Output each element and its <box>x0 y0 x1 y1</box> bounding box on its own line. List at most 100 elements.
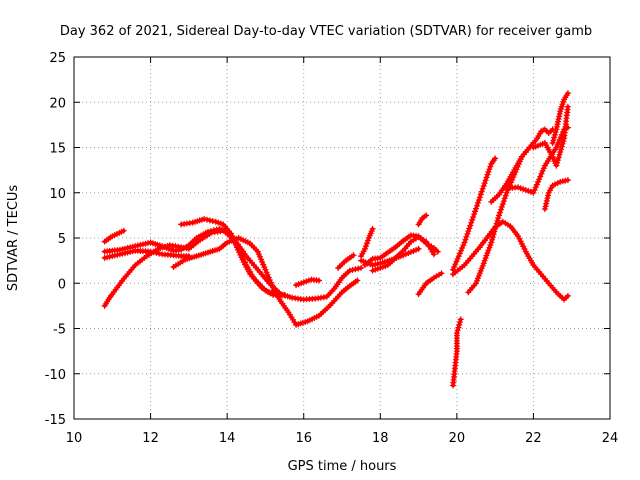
data-point <box>456 321 463 328</box>
data-point <box>482 177 489 184</box>
data-point <box>515 184 522 191</box>
series-track-s <box>488 140 537 205</box>
data-point <box>502 192 509 199</box>
y-tick-label: -10 <box>45 368 66 383</box>
data-point <box>551 131 558 138</box>
y-tick-label: 25 <box>49 51 66 66</box>
data-point <box>541 206 548 212</box>
data-point <box>492 223 499 230</box>
series-track-f <box>170 235 361 328</box>
data-point <box>438 270 445 277</box>
data-point <box>530 189 537 196</box>
data-point <box>501 195 508 202</box>
data-point <box>558 143 565 150</box>
data-point <box>560 138 567 145</box>
data-point <box>525 187 532 194</box>
data-point <box>456 250 463 257</box>
data-point <box>553 162 560 169</box>
series-track-l <box>358 245 422 269</box>
data-point <box>479 185 486 192</box>
data-point <box>554 157 561 164</box>
data-point <box>564 103 571 110</box>
data-point <box>537 173 544 180</box>
x-tick-label: 18 <box>372 431 389 446</box>
data-point <box>240 256 247 263</box>
data-point <box>120 227 127 234</box>
data-point <box>473 205 479 212</box>
data-point <box>358 264 365 271</box>
series-track-d <box>101 247 192 261</box>
data-point <box>495 215 502 222</box>
data-point <box>235 245 242 252</box>
data-point <box>349 266 356 273</box>
data-point <box>483 174 490 181</box>
data-point <box>462 236 469 243</box>
series-track-o <box>450 316 464 389</box>
data-point <box>478 188 485 195</box>
data-point <box>455 324 462 331</box>
data-point <box>456 319 463 326</box>
data-point <box>415 245 422 252</box>
x-tick-label: 12 <box>142 431 159 446</box>
data-point <box>204 216 210 223</box>
data-point <box>365 235 372 241</box>
data-point <box>535 178 541 185</box>
data-point <box>498 203 505 210</box>
data-point <box>543 197 550 204</box>
data-point <box>492 155 499 162</box>
data-point <box>354 277 361 284</box>
data-point <box>486 166 493 173</box>
data-point <box>531 187 538 193</box>
data-point <box>550 137 557 144</box>
data-point <box>539 168 546 174</box>
data-point <box>489 236 496 243</box>
series-track-r <box>465 126 556 296</box>
data-point <box>480 183 487 189</box>
data-point <box>147 248 154 255</box>
series-track-k <box>358 225 376 260</box>
data-point <box>213 226 220 233</box>
data-point <box>457 316 464 323</box>
data-point <box>209 218 216 224</box>
series-track-p <box>450 155 499 273</box>
data-point <box>474 199 481 206</box>
data-point <box>458 247 465 254</box>
chart-title: Day 362 of 2021, Sidereal Day-to-day VTE… <box>60 24 592 39</box>
data-point <box>455 253 462 260</box>
data-point <box>463 233 470 240</box>
series-track-v <box>549 90 571 146</box>
data-point <box>485 168 492 175</box>
series-layer <box>101 90 571 389</box>
y-axis-label: SDTVAR / TECUs <box>6 185 21 292</box>
data-point <box>451 264 458 270</box>
data-point <box>474 202 480 209</box>
data-point <box>555 154 562 161</box>
data-point <box>500 198 507 205</box>
data-point <box>558 146 564 153</box>
data-point <box>484 171 491 178</box>
data-point <box>454 327 461 334</box>
series-track-n <box>415 270 445 298</box>
data-point <box>490 231 497 238</box>
data-point <box>242 259 248 266</box>
data-point <box>477 191 484 198</box>
data-point <box>201 216 208 222</box>
data-point <box>533 181 540 188</box>
data-point <box>496 209 503 216</box>
data-point <box>465 228 472 235</box>
x-tick-label: 20 <box>449 431 466 446</box>
data-point <box>476 194 483 201</box>
y-tick-label: -15 <box>45 413 66 428</box>
x-tick-label: 22 <box>525 431 542 446</box>
series-track-h <box>335 252 357 271</box>
data-point <box>236 248 243 255</box>
y-tick-label: 5 <box>58 232 66 247</box>
x-tick-label: 24 <box>602 431 619 446</box>
y-tick-label: 15 <box>49 142 66 157</box>
data-point <box>549 140 556 146</box>
data-point <box>352 266 359 273</box>
series-track-g <box>293 276 322 289</box>
data-point <box>488 239 495 246</box>
data-point <box>532 184 539 191</box>
